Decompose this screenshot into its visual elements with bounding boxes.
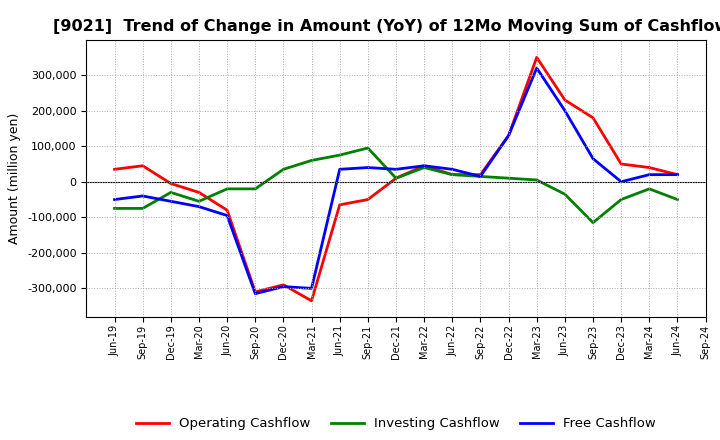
Investing Cashflow (138, 206, 147, 211)
Operating Cashflow (392, 176, 400, 181)
Operating Cashflow (251, 289, 260, 294)
Investing Cashflow (166, 190, 175, 195)
Investing Cashflow (532, 177, 541, 183)
Investing Cashflow (504, 176, 513, 181)
Investing Cashflow (279, 167, 288, 172)
Investing Cashflow (448, 172, 456, 177)
Free Cashflow (420, 163, 428, 169)
Operating Cashflow (476, 172, 485, 177)
Free Cashflow (364, 165, 372, 170)
Free Cashflow (532, 66, 541, 71)
Free Cashflow (504, 133, 513, 138)
Investing Cashflow (476, 174, 485, 179)
Operating Cashflow (589, 115, 598, 121)
Investing Cashflow (589, 220, 598, 225)
Free Cashflow (448, 167, 456, 172)
Investing Cashflow (307, 158, 316, 163)
Operating Cashflow (617, 161, 626, 167)
Free Cashflow (476, 174, 485, 179)
Operating Cashflow (561, 97, 570, 103)
Legend: Operating Cashflow, Investing Cashflow, Free Cashflow: Operating Cashflow, Investing Cashflow, … (131, 412, 661, 436)
Line: Free Cashflow: Free Cashflow (114, 68, 678, 294)
Operating Cashflow (307, 298, 316, 304)
Investing Cashflow (645, 186, 654, 191)
Investing Cashflow (194, 198, 203, 204)
Free Cashflow (392, 167, 400, 172)
Investing Cashflow (251, 186, 260, 191)
Operating Cashflow (194, 190, 203, 195)
Investing Cashflow (336, 152, 344, 158)
Operating Cashflow (532, 55, 541, 60)
Operating Cashflow (110, 167, 119, 172)
Free Cashflow (589, 156, 598, 161)
Investing Cashflow (673, 197, 682, 202)
Free Cashflow (194, 204, 203, 209)
Investing Cashflow (617, 197, 626, 202)
Investing Cashflow (110, 206, 119, 211)
Operating Cashflow (420, 163, 428, 169)
Operating Cashflow (645, 165, 654, 170)
Operating Cashflow (138, 163, 147, 169)
Line: Operating Cashflow: Operating Cashflow (114, 57, 678, 301)
Y-axis label: Amount (million yen): Amount (million yen) (9, 113, 22, 244)
Free Cashflow (138, 193, 147, 198)
Free Cashflow (279, 284, 288, 289)
Free Cashflow (222, 213, 231, 218)
Operating Cashflow (448, 172, 456, 177)
Free Cashflow (166, 198, 175, 204)
Free Cashflow (561, 108, 570, 114)
Line: Investing Cashflow: Investing Cashflow (114, 148, 678, 223)
Investing Cashflow (561, 191, 570, 197)
Investing Cashflow (222, 186, 231, 191)
Free Cashflow (673, 172, 682, 177)
Operating Cashflow (673, 172, 682, 177)
Title: [9021]  Trend of Change in Amount (YoY) of 12Mo Moving Sum of Cashflows: [9021] Trend of Change in Amount (YoY) o… (53, 19, 720, 34)
Investing Cashflow (420, 165, 428, 170)
Free Cashflow (336, 167, 344, 172)
Operating Cashflow (279, 282, 288, 287)
Operating Cashflow (222, 208, 231, 213)
Operating Cashflow (364, 197, 372, 202)
Investing Cashflow (392, 176, 400, 181)
Investing Cashflow (364, 145, 372, 150)
Free Cashflow (307, 286, 316, 291)
Free Cashflow (110, 197, 119, 202)
Operating Cashflow (336, 202, 344, 208)
Free Cashflow (645, 172, 654, 177)
Free Cashflow (251, 291, 260, 297)
Free Cashflow (617, 179, 626, 184)
Operating Cashflow (166, 181, 175, 186)
Operating Cashflow (504, 133, 513, 138)
